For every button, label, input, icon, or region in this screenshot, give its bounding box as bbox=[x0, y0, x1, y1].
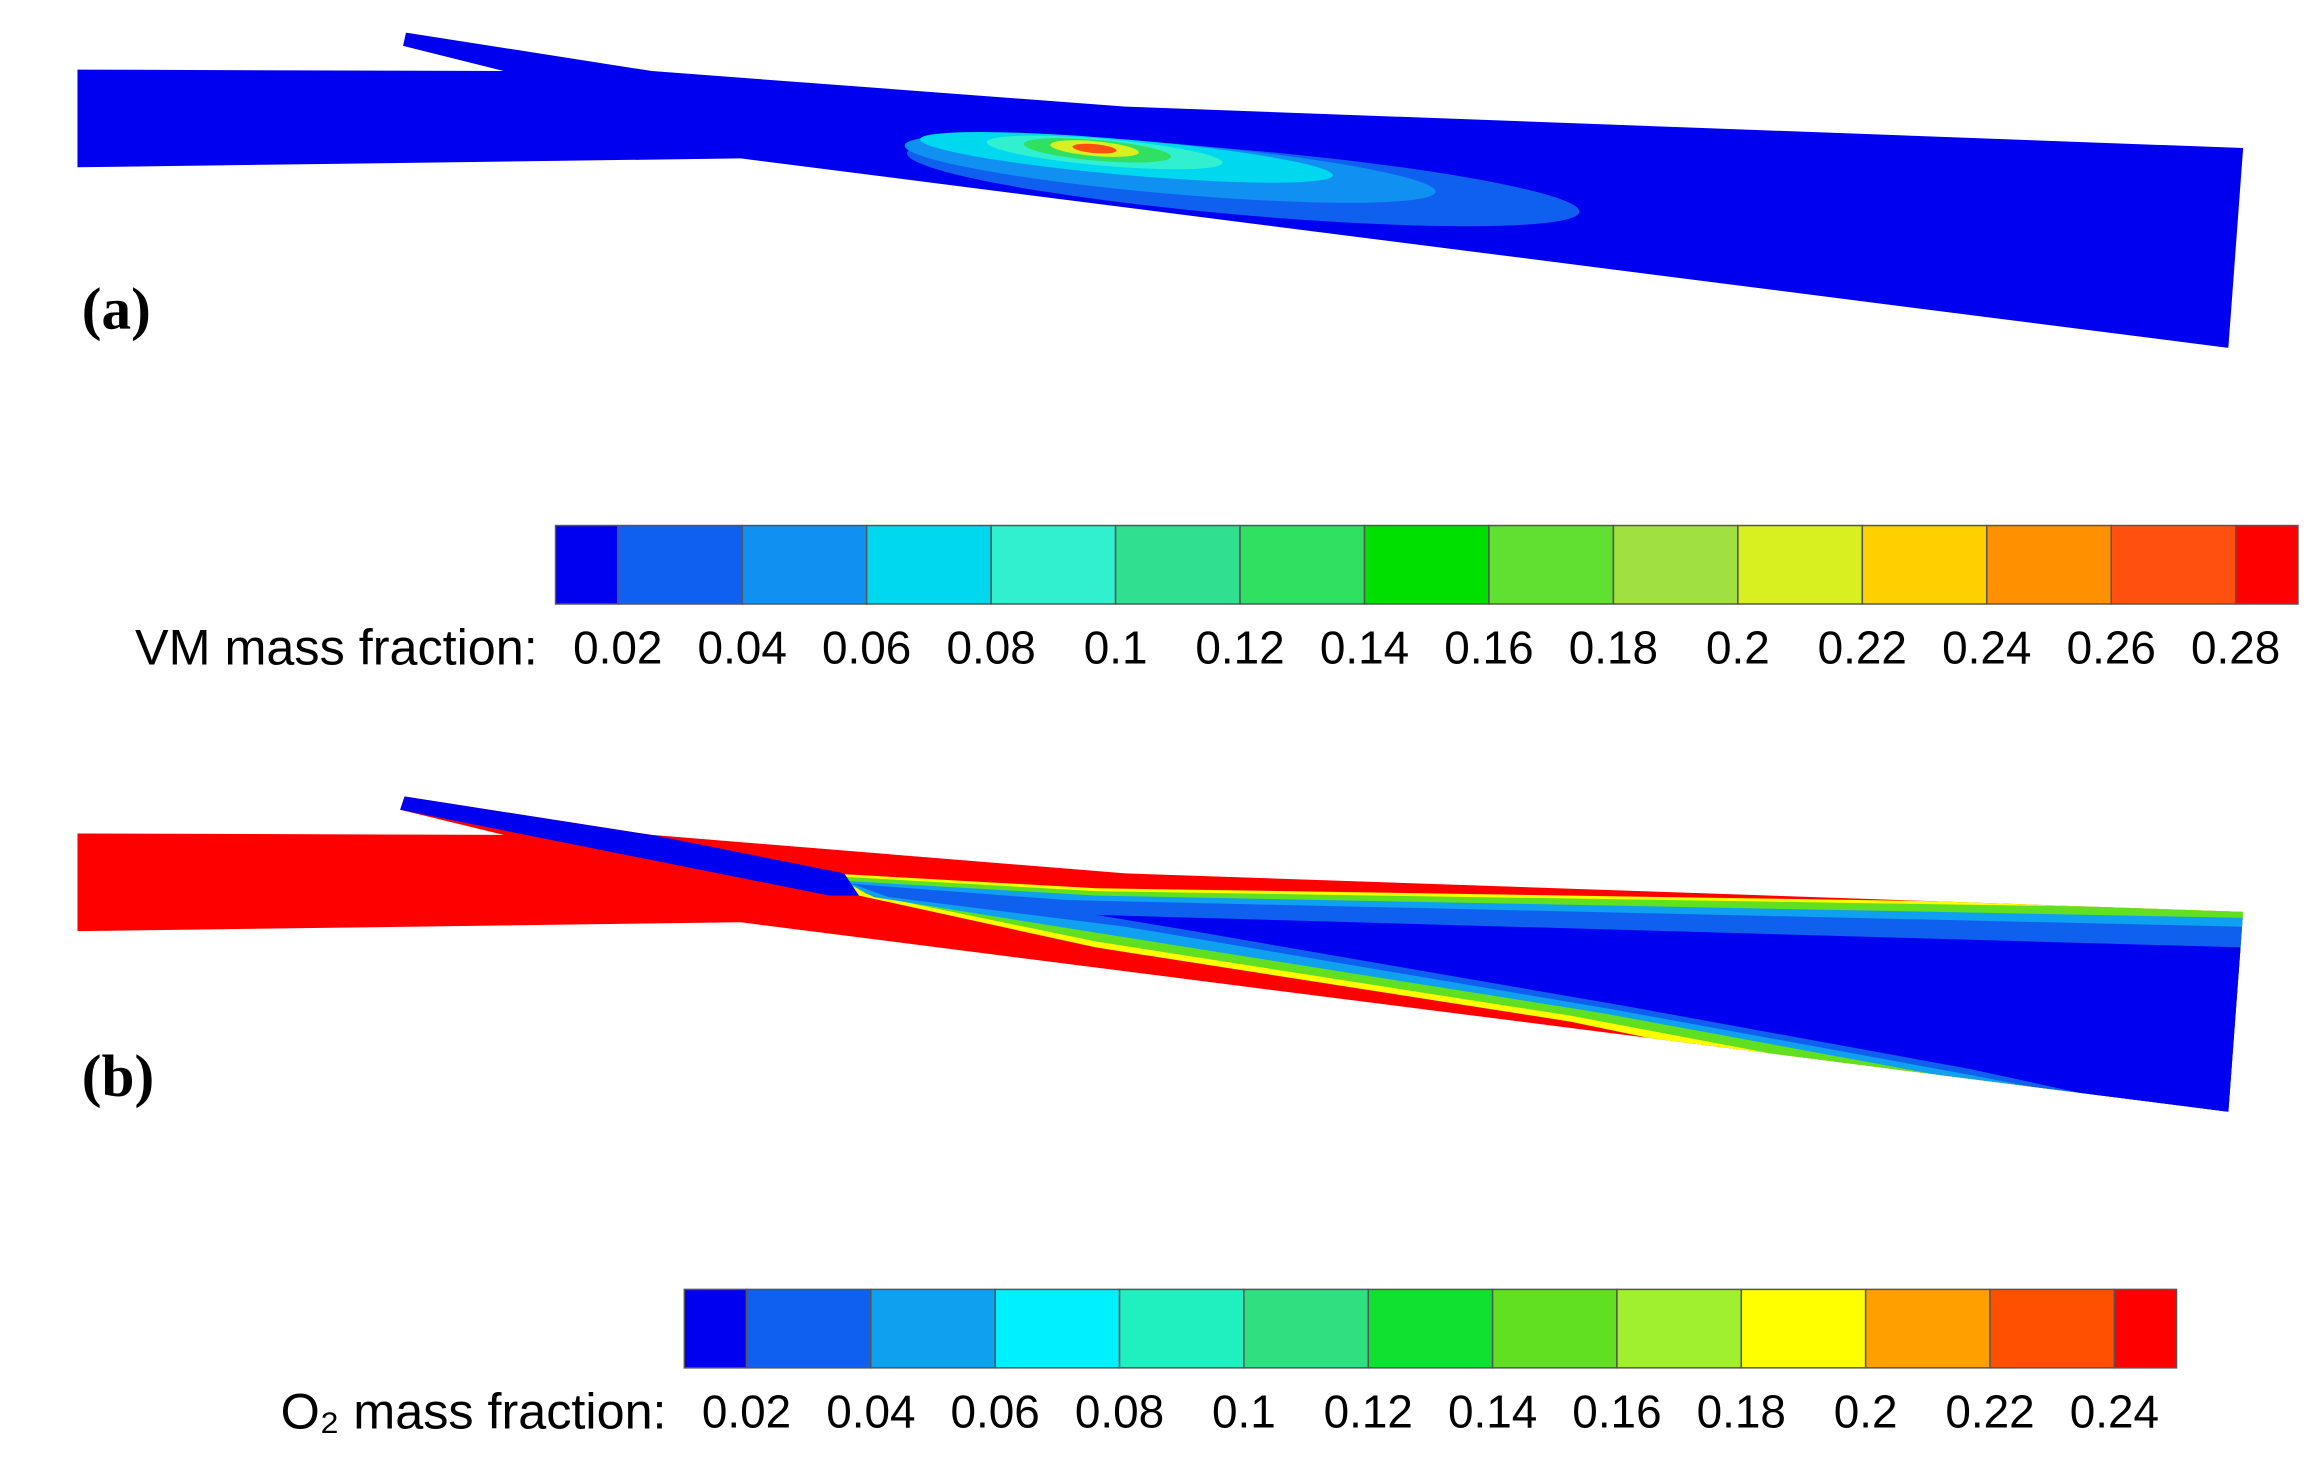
contour-a bbox=[77, 32, 2244, 348]
colorbar-cell bbox=[1114, 524, 1241, 605]
colorbar-cell bbox=[683, 1288, 748, 1369]
colorbar-cell bbox=[865, 524, 992, 605]
colorbar-tick-label: 0.22 bbox=[1945, 1385, 2034, 1437]
colorbar-tick-label: 0.2 bbox=[1834, 1385, 1898, 1437]
colorbar-tick-label: 0.18 bbox=[1697, 1385, 1786, 1437]
colorbar-tick-label: 0.12 bbox=[1324, 1385, 1413, 1437]
colorbar-cell bbox=[870, 1288, 996, 1369]
colorbar-cell bbox=[745, 1288, 872, 1369]
colorbar-tick-label: 0.02 bbox=[573, 621, 662, 673]
colorbar-tick-label: 0.02 bbox=[702, 1385, 791, 1437]
colorbar-cell bbox=[1363, 524, 1490, 605]
colorbar-cell bbox=[2234, 524, 2299, 605]
colorbar-cell bbox=[2110, 524, 2237, 605]
colorbar-cell bbox=[1239, 524, 1366, 605]
colorbar-cell bbox=[617, 524, 743, 605]
colorbar-tick-label: 0.22 bbox=[1818, 621, 1907, 673]
colorbar-cell bbox=[1861, 524, 1988, 605]
panel-label: (a) bbox=[82, 276, 151, 342]
colorbar-tick-label: 0.1 bbox=[1084, 621, 1148, 673]
colorbar-tick-label: 0.2 bbox=[1706, 621, 1770, 673]
colorbar-cell bbox=[1612, 524, 1739, 605]
colorbar-tick-label: 0.04 bbox=[826, 1385, 915, 1437]
colorbar-tick-label: 0.12 bbox=[1195, 621, 1284, 673]
colorbar-cell bbox=[554, 524, 619, 605]
colorbar-tick-label: 0.06 bbox=[951, 1385, 1040, 1437]
colorbar-tick-label: 0.16 bbox=[1444, 621, 1533, 673]
colorbar-cell bbox=[1989, 1288, 2116, 1369]
colorbar-cell bbox=[1367, 1288, 1494, 1369]
colorbar-tick-label: 0.16 bbox=[1572, 1385, 1661, 1437]
colorbar-tick-label: 0.08 bbox=[1075, 1385, 1164, 1437]
colorbar-tick-label: 0.24 bbox=[2070, 1385, 2159, 1437]
colorbar-cell bbox=[1616, 1288, 1743, 1369]
colorbar-cell bbox=[994, 1288, 1121, 1369]
colorbar-cell bbox=[741, 524, 868, 605]
colorbar-title: VM mass fraction: bbox=[135, 619, 538, 676]
panel-label: (b) bbox=[82, 1042, 154, 1108]
colorbar-tick-label: 0.08 bbox=[946, 621, 1035, 673]
colorbar-tick-label: 0.24 bbox=[1942, 621, 2031, 673]
colorbar-tick-label: 0.26 bbox=[2067, 621, 2156, 673]
colorbar-cell bbox=[1740, 1288, 1867, 1369]
colorbar-cell bbox=[1243, 1288, 1369, 1369]
colorbar-tick-label: 0.14 bbox=[1320, 621, 1409, 673]
colorbar-tick-label: 0.28 bbox=[2191, 621, 2280, 673]
colorbar-cell bbox=[1737, 524, 1864, 605]
colorbar-cell bbox=[1118, 1288, 1245, 1369]
colorbar-cell bbox=[2113, 1288, 2178, 1369]
colorbar-tick-label: 0.18 bbox=[1569, 621, 1658, 673]
colorbar-cell bbox=[990, 524, 1117, 605]
colorbar-title: O₂ mass fraction: bbox=[281, 1383, 667, 1440]
colorbar-cell bbox=[1986, 524, 2112, 605]
colorbar-cell bbox=[1491, 1288, 1618, 1369]
colorbar-tick-label: 0.1 bbox=[1212, 1385, 1276, 1437]
colorbar-tick-label: 0.14 bbox=[1448, 1385, 1537, 1437]
colorbar-tick-label: 0.04 bbox=[698, 621, 787, 673]
colorbar-cell bbox=[1864, 1288, 1991, 1369]
colorbar-cell bbox=[1488, 524, 1615, 605]
colorbar-tick-label: 0.06 bbox=[822, 621, 911, 673]
contour-b bbox=[77, 796, 2244, 1112]
